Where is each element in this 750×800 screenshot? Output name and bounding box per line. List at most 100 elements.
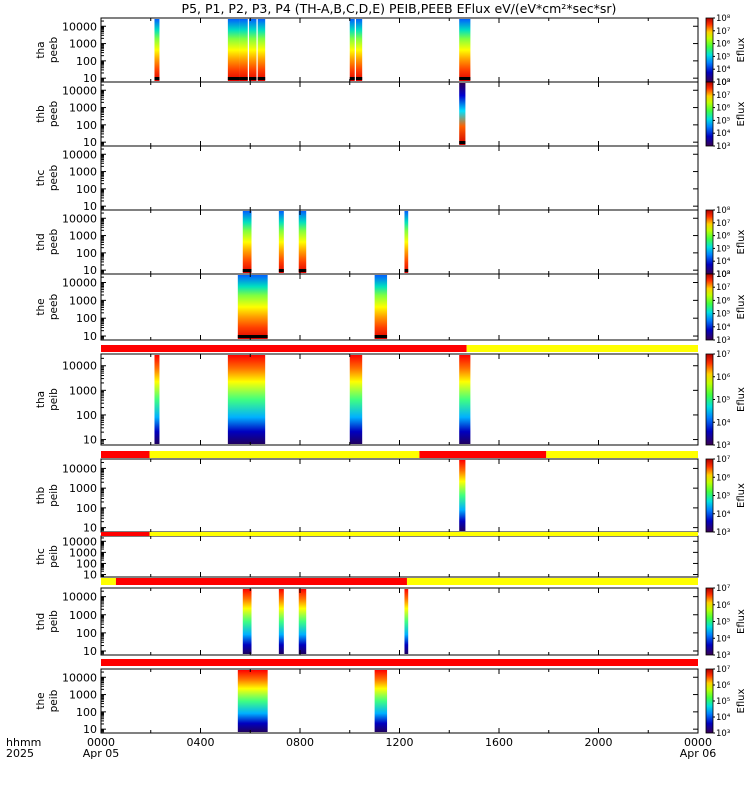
spectrogram-block	[459, 83, 466, 145]
colorbar-scale	[705, 458, 714, 533]
colorbar-tick-label: 10⁵	[716, 697, 730, 707]
y-tick-label: 10000	[62, 671, 97, 684]
year-label: 2025	[6, 747, 34, 760]
colorbar-label: Eflux	[736, 37, 747, 62]
x-tick-label: 0000	[87, 736, 115, 749]
colorbar-tick-label: 10⁷	[716, 455, 731, 465]
colorbar-tick-label: 10⁴	[716, 257, 731, 267]
colorbar: 10³ 10⁴ 10⁵ 10⁶ 10⁷ 10⁸ Eflux	[705, 14, 747, 88]
panel-frame	[100, 458, 699, 533]
mode-bar-segment-fast	[101, 532, 150, 536]
y-tick-label: 100	[76, 409, 97, 422]
y-tick-label: 10	[83, 569, 97, 582]
colorbar-scale	[705, 17, 714, 83]
colorbar: 10³ 10⁴ 10⁵ 10⁶ 10⁷ 10⁸ Eflux	[705, 206, 747, 280]
y-tick-label: 1000	[69, 384, 97, 397]
y-tick-label: 10000	[62, 20, 97, 33]
y-tick-label: 10	[83, 645, 97, 658]
spectrogram-block	[242, 589, 252, 654]
colorbar-tick-label: 10⁵	[716, 396, 730, 406]
colorbar-tick-label: 10⁶	[716, 373, 731, 383]
x-tick-label: 2000	[585, 736, 613, 749]
spectrogram-block	[242, 211, 252, 273]
x-tick-label: 0400	[187, 736, 215, 749]
panel-frame	[100, 145, 699, 211]
colorbar-label: Eflux	[736, 294, 747, 319]
y-tick-label: 10	[83, 136, 97, 149]
y-axis-label: tha	[35, 41, 47, 58]
colorbar-tick-label: 10⁶	[716, 296, 731, 306]
low-energy-trace	[349, 77, 355, 80]
time-axis: 0000 0400 0800 1200 1600 2000 0000	[87, 736, 712, 749]
colorbar-tick-label: 10⁸	[716, 78, 731, 88]
y-tick-label: 100	[76, 183, 97, 196]
colorbar-tick-label: 10⁴	[716, 713, 731, 723]
spectrogram-block	[374, 275, 388, 339]
spectrogram-block	[278, 211, 284, 273]
y-axis-label: peib	[48, 689, 60, 712]
colorbar-tick-label: 10⁵	[716, 310, 730, 320]
y-tick-label: 100	[76, 706, 97, 719]
colorbar-label: Eflux	[736, 688, 747, 713]
x-tick-label: 0000	[684, 736, 712, 749]
colorbar: 10³ 10⁴ 10⁵ 10⁶ 10⁷ 10⁸ Eflux	[705, 78, 747, 152]
y-tick-label: 100	[76, 312, 97, 325]
time-axis-label: hhmm	[6, 736, 41, 749]
mode-bar-segment-fast	[419, 451, 547, 458]
spectrogram-block	[298, 211, 307, 273]
panel-thb-peib: 10 100 1000 10000 thb peib 10³ 10⁴ 10⁵ 10⁶ 10⁷ Eflu…	[35, 455, 747, 538]
y-axis-label: thd	[35, 613, 47, 630]
colorbar-tick-label: 10⁷	[716, 219, 731, 229]
y-axis-label: thb	[35, 105, 47, 123]
colorbar-tick-label: 10⁸	[716, 14, 731, 24]
y-tick-label: 100	[76, 627, 97, 640]
colorbar: 10³ 10⁴ 10⁵ 10⁶ 10⁷ Eflux	[705, 665, 747, 739]
colorbar-tick-label: 10⁷	[716, 283, 731, 293]
spectrogram-block	[355, 19, 363, 81]
colorbar-tick-label: 10⁸	[716, 270, 731, 280]
colorbar-tick-label: 10⁶	[716, 232, 731, 242]
y-tick-label: 10	[83, 330, 97, 343]
low-energy-trace	[237, 335, 268, 338]
colorbar-scale	[705, 81, 714, 147]
colorbar-tick-label: 10⁶	[716, 681, 731, 691]
spectrogram-block	[404, 589, 409, 654]
low-energy-trace	[257, 77, 266, 80]
mode-bar-segment-slow	[149, 451, 420, 458]
y-tick-label: 1000	[69, 102, 97, 115]
mode-bar	[101, 532, 699, 536]
y-axis-label: the	[35, 298, 47, 315]
panel-tha-peib: 10 100 1000 10000 tha peib 10³ 10⁴ 10⁵ 10⁶ 10⁷ Eflu…	[35, 350, 747, 451]
mode-bar-segment-slow	[101, 578, 116, 585]
low-energy-trace	[154, 77, 160, 80]
spectrogram-block	[349, 355, 363, 444]
start-date-label: Apr 05	[83, 747, 120, 760]
mode-bar-segment-fast	[101, 659, 698, 666]
mode-bar-segment-slow	[406, 578, 698, 585]
y-tick-label: 1000	[69, 689, 97, 702]
colorbar: 10³ 10⁴ 10⁵ 10⁶ 10⁷ 10⁸ Eflux	[705, 270, 747, 346]
mode-bar	[101, 578, 698, 585]
mode-bar	[101, 451, 698, 458]
panel-frame	[100, 17, 699, 83]
y-axis-label: peeb	[48, 101, 60, 128]
y-tick-label: 100	[76, 247, 97, 260]
spectrogram-block	[298, 589, 307, 654]
y-tick-label: 10000	[62, 535, 97, 548]
colorbar-tick-label: 10⁵	[716, 618, 730, 628]
y-axis-label: thb	[35, 486, 47, 504]
panel-frame	[100, 587, 699, 656]
colorbar-tick-label: 10⁵	[716, 244, 730, 254]
low-energy-trace	[459, 77, 471, 80]
panel-thd-peeb: 10 100 1000 10000 thd peeb 10³ 10⁴ 10⁵ 10⁶ 10⁷ 10⁸ E…	[35, 206, 747, 280]
spectrogram-block	[227, 19, 240, 81]
colorbar-tick-label: 10⁵	[716, 492, 730, 502]
y-axis-label: peib	[48, 388, 60, 411]
y-tick-label: 100	[76, 502, 97, 515]
colorbar-tick-label: 10³	[716, 441, 730, 451]
spectrogram-block	[374, 670, 388, 732]
panel-thd-peib: 10 100 1000 10000 thd peib 10³ 10⁴ 10⁵ 10⁶ 10⁷ Eflu…	[35, 584, 747, 661]
x-tick-label: 0800	[286, 736, 314, 749]
y-tick-label: 10	[83, 434, 97, 447]
